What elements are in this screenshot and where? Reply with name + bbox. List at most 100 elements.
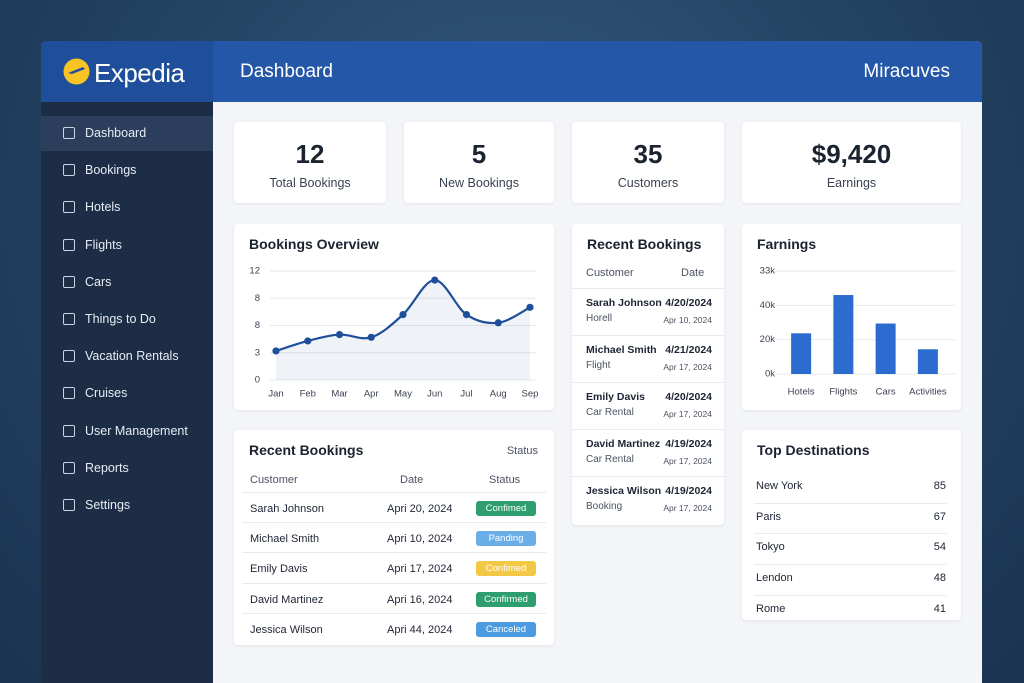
nav-icon bbox=[63, 387, 75, 400]
nav-icon bbox=[63, 164, 75, 177]
customer-name[interactable]: Emily Davis bbox=[586, 391, 645, 403]
booking-subdate: Apr 17, 2024 bbox=[663, 456, 712, 466]
y-tick-label: 20k bbox=[760, 334, 776, 345]
data-point bbox=[462, 311, 471, 319]
nav-item[interactable]: User Management bbox=[41, 414, 213, 449]
chart: 0 3 8 8 12 Jan Feb Mar Apr May Jun Jul Aug Sep bbox=[249, 266, 538, 400]
booking-subdate: Apr 17, 2024 bbox=[663, 362, 712, 372]
recent-bookings-list: Recent Bookings Customer Date Sarah Johnson… bbox=[572, 224, 724, 525]
nav-item[interactable]: Cars bbox=[41, 265, 213, 300]
nav-label: Flights bbox=[85, 237, 122, 252]
stat-card: 35 Customers bbox=[572, 122, 724, 203]
x-tick-label: Mar bbox=[331, 389, 347, 400]
destination-name[interactable]: Tokyo bbox=[756, 541, 785, 554]
nav-label: Hotels bbox=[85, 200, 121, 215]
data-point bbox=[272, 347, 280, 355]
data-point bbox=[304, 337, 312, 345]
user-name[interactable]: Miracuves bbox=[863, 61, 950, 82]
customer-name[interactable]: David Martinez bbox=[586, 438, 661, 450]
nav-item[interactable]: Bookings bbox=[41, 153, 213, 188]
bar bbox=[875, 323, 896, 374]
nav-label: Bookings bbox=[85, 163, 137, 178]
booking-date: 4/19/2024 bbox=[665, 485, 712, 497]
nav-icon bbox=[63, 313, 75, 325]
nav-item[interactable]: Cruises bbox=[41, 376, 213, 411]
nav-label: Cruises bbox=[85, 386, 128, 401]
booking-date: 4/20/2024 bbox=[665, 297, 712, 309]
data-point bbox=[494, 319, 502, 327]
nav-item[interactable]: Things to Do bbox=[41, 302, 213, 337]
booking-type: Flight bbox=[586, 360, 611, 371]
x-tick-label: Jun bbox=[427, 389, 442, 400]
data-point bbox=[431, 276, 439, 284]
logo-icon bbox=[63, 58, 90, 85]
nav-item[interactable]: Vacation Rentals bbox=[41, 339, 213, 374]
stat-value: 35 bbox=[633, 139, 663, 169]
nav-icon bbox=[63, 499, 75, 511]
customer-name[interactable]: Sarah Johnson bbox=[250, 503, 324, 515]
nav-item[interactable]: Reports bbox=[41, 451, 213, 486]
row-divider bbox=[754, 564, 947, 566]
booking-date: Apri 16, 2024 bbox=[387, 593, 453, 606]
nav-item[interactable]: Dashboard bbox=[41, 116, 213, 151]
data-point bbox=[526, 303, 534, 311]
booking-subdate: Apr 17, 2024 bbox=[663, 503, 712, 513]
booking-date: 4/21/2024 bbox=[665, 344, 712, 356]
nav-label: Things to Do bbox=[85, 312, 156, 326]
stat-label: Earnings bbox=[826, 176, 877, 190]
booking-type: Horell bbox=[586, 313, 613, 324]
customer-name[interactable]: Michael Smith bbox=[586, 344, 657, 356]
row-divider bbox=[242, 582, 546, 584]
logo-plane bbox=[68, 67, 85, 74]
destination-name[interactable]: New York bbox=[756, 480, 803, 492]
card-title: Recent Bookings bbox=[249, 442, 364, 458]
row-divider bbox=[572, 476, 724, 477]
booking-type: Booking bbox=[586, 501, 623, 512]
x-tick-label: Flights bbox=[829, 387, 857, 398]
row-divider bbox=[754, 594, 947, 596]
nav-label: Vacation Rentals bbox=[85, 349, 179, 364]
top-bar: Dashboard Miracuves bbox=[213, 41, 982, 102]
booking-date: Apri 44, 2024 bbox=[387, 623, 453, 636]
customer-name[interactable]: Emily Davis bbox=[250, 563, 308, 576]
nav-icon bbox=[63, 461, 75, 474]
x-tick-label: Cars bbox=[876, 387, 896, 398]
x-tick-label: Jan bbox=[268, 389, 283, 400]
x-tick-label: Aug bbox=[490, 389, 507, 400]
destination-name[interactable]: Lendon bbox=[756, 572, 793, 585]
stat-card: 5 New Bookings bbox=[404, 122, 554, 203]
data-point bbox=[399, 311, 407, 319]
customer-name[interactable]: David Martinez bbox=[250, 593, 324, 606]
page-title: Dashboard bbox=[240, 61, 333, 82]
nav-item[interactable]: Hotels bbox=[41, 190, 213, 225]
customer-name[interactable]: Jessica Wilson bbox=[586, 485, 662, 497]
column-header: Customer bbox=[250, 474, 298, 486]
x-tick-label: Activities bbox=[909, 387, 947, 398]
column-header: Date bbox=[681, 267, 705, 279]
nav-item[interactable]: Settings bbox=[41, 488, 213, 523]
nav-icon bbox=[63, 238, 75, 251]
row-divider bbox=[572, 288, 724, 289]
customer-name[interactable]: Jessica Wilson bbox=[250, 623, 323, 636]
top-destinations: Top Destinations New York 85 Paris 67 Tokyo 54… bbox=[742, 430, 961, 620]
booking-subdate: Apr 17, 2024 bbox=[663, 409, 712, 419]
stat-label: Customers bbox=[617, 176, 679, 190]
booking-type: Car Rental bbox=[586, 407, 634, 418]
y-tick-label: 12 bbox=[249, 266, 260, 277]
row-divider bbox=[754, 533, 947, 535]
logo-text: Expedia bbox=[94, 58, 185, 88]
destination-name[interactable]: Rome bbox=[756, 602, 786, 615]
data-point bbox=[335, 330, 344, 339]
data-point bbox=[367, 333, 375, 341]
line-area bbox=[276, 280, 530, 380]
customer-name[interactable]: Michael Smith bbox=[250, 533, 320, 546]
destination-name[interactable]: Paris bbox=[756, 510, 782, 523]
customer-name[interactable]: Sarah Johnson bbox=[586, 297, 662, 309]
nav-item[interactable]: Flights bbox=[41, 228, 213, 263]
column-header: Status bbox=[489, 474, 521, 486]
status-heading: Status bbox=[506, 445, 538, 457]
y-tick-label: 0k bbox=[765, 369, 775, 380]
booking-date: 4/19/2024 bbox=[665, 438, 712, 450]
status-badge: Canceled bbox=[476, 621, 536, 637]
